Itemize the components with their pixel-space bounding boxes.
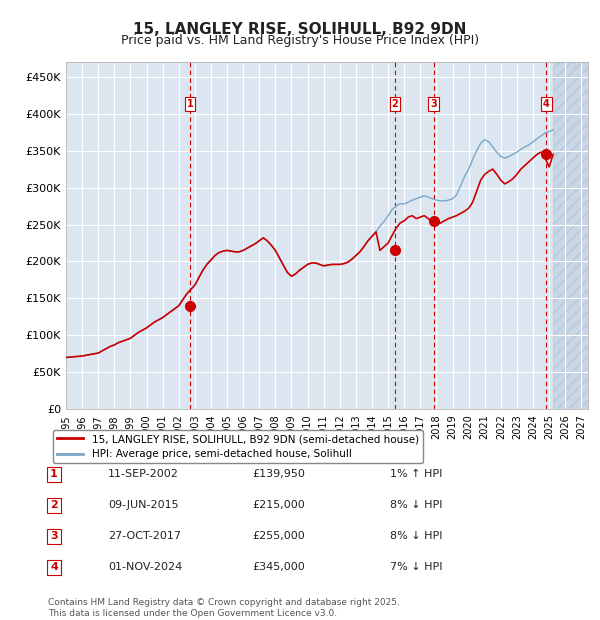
Text: 1% ↑ HPI: 1% ↑ HPI xyxy=(390,469,442,479)
Text: 3: 3 xyxy=(430,99,437,108)
Text: 09-JUN-2015: 09-JUN-2015 xyxy=(108,500,179,510)
Text: 8% ↓ HPI: 8% ↓ HPI xyxy=(390,500,443,510)
Text: 15, LANGLEY RISE, SOLIHULL, B92 9DN: 15, LANGLEY RISE, SOLIHULL, B92 9DN xyxy=(133,22,467,37)
Text: £255,000: £255,000 xyxy=(252,531,305,541)
Bar xyxy=(553,62,588,409)
Text: 27-OCT-2017: 27-OCT-2017 xyxy=(108,531,181,541)
Bar xyxy=(553,62,588,409)
Text: Price paid vs. HM Land Registry's House Price Index (HPI): Price paid vs. HM Land Registry's House … xyxy=(121,34,479,47)
Text: 7% ↓ HPI: 7% ↓ HPI xyxy=(390,562,443,572)
Text: 11-SEP-2002: 11-SEP-2002 xyxy=(108,469,179,479)
Text: 4: 4 xyxy=(50,562,58,572)
Text: 2: 2 xyxy=(50,500,58,510)
Text: 3: 3 xyxy=(50,531,58,541)
Legend: 15, LANGLEY RISE, SOLIHULL, B92 9DN (semi-detached house), HPI: Average price, s: 15, LANGLEY RISE, SOLIHULL, B92 9DN (sem… xyxy=(53,430,423,464)
Text: 2: 2 xyxy=(392,99,398,108)
Text: 01-NOV-2024: 01-NOV-2024 xyxy=(108,562,182,572)
Text: 1: 1 xyxy=(187,99,193,108)
Text: £345,000: £345,000 xyxy=(252,562,305,572)
Text: £139,950: £139,950 xyxy=(252,469,305,479)
Text: Contains HM Land Registry data © Crown copyright and database right 2025.
This d: Contains HM Land Registry data © Crown c… xyxy=(48,598,400,618)
Text: 1: 1 xyxy=(50,469,58,479)
Text: 4: 4 xyxy=(543,99,550,108)
Text: 8% ↓ HPI: 8% ↓ HPI xyxy=(390,531,443,541)
Text: £215,000: £215,000 xyxy=(252,500,305,510)
